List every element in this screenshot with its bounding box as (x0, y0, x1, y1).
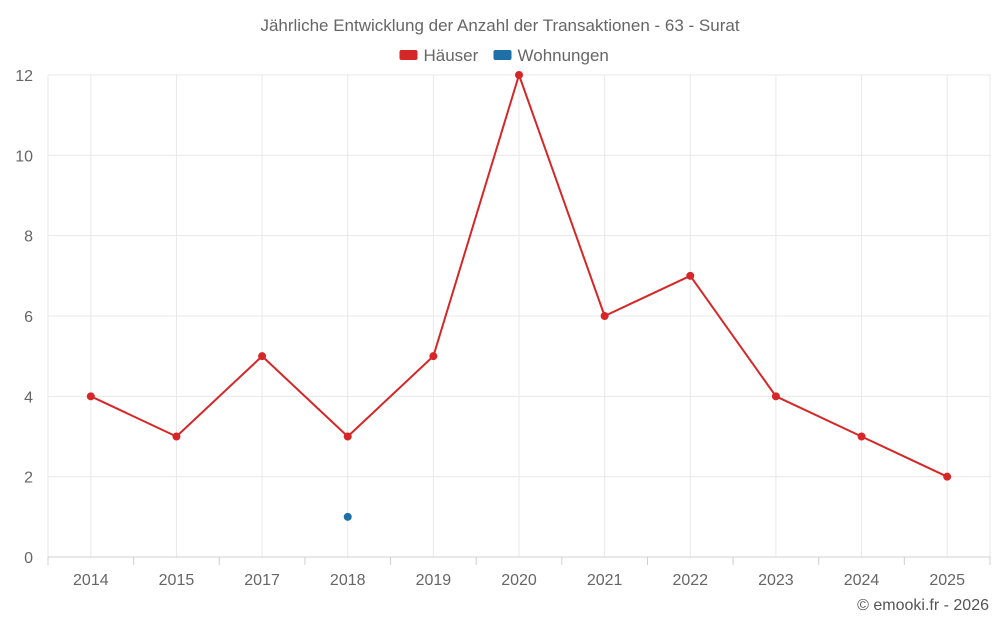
x-tick-label: 2015 (159, 572, 195, 589)
credit-label: © emooki.fr - 2026 (857, 597, 989, 614)
data-point[interactable] (429, 352, 438, 361)
data-point[interactable] (343, 432, 352, 441)
x-tick-label: 2021 (587, 572, 623, 589)
x-tick-label: 2014 (73, 572, 109, 589)
legend-swatch[interactable] (493, 50, 512, 60)
y-tick-label: 10 (15, 148, 33, 165)
data-point[interactable] (771, 392, 780, 401)
data-point[interactable] (943, 472, 952, 481)
data-point[interactable] (600, 312, 609, 320)
data-point[interactable] (258, 352, 267, 361)
legend-label[interactable]: Wohnungen (518, 46, 609, 65)
data-point[interactable] (857, 432, 866, 441)
data-point[interactable] (515, 71, 523, 79)
y-tick-label: 0 (24, 550, 33, 567)
legend: Häuser Wohnungen (399, 46, 609, 65)
y-tick-label: 6 (24, 309, 33, 326)
data-point[interactable] (686, 271, 695, 280)
legend-label[interactable]: Häuser (424, 46, 479, 65)
axes: 0 2 4 6 8 10 12 2014 2015 2017 2018 2019 2020 2021 202… (15, 68, 991, 589)
x-tick-label: 2017 (244, 572, 280, 589)
data-point[interactable] (86, 392, 95, 401)
grid (47, 74, 991, 557)
series-layer (86, 71, 952, 521)
y-tick-label: 12 (15, 68, 33, 85)
legend-swatch[interactable] (399, 50, 418, 60)
x-tick-label: 2022 (672, 572, 708, 589)
data-point[interactable] (172, 432, 181, 441)
x-tick-label: 2020 (501, 572, 537, 589)
x-tick-label: 2018 (330, 572, 366, 589)
x-tick-label: 2025 (929, 572, 965, 589)
data-point[interactable] (343, 512, 352, 521)
x-tick-label: 2019 (416, 572, 452, 589)
y-tick-label: 4 (24, 389, 33, 406)
y-tick-label: 2 (24, 470, 33, 487)
x-tick-label: 2023 (758, 572, 794, 589)
y-tick-label: 8 (24, 229, 33, 246)
chart-title: Jährliche Entwicklung der Anzahl der Tra… (260, 16, 739, 35)
x-tick-label: 2024 (844, 572, 880, 589)
